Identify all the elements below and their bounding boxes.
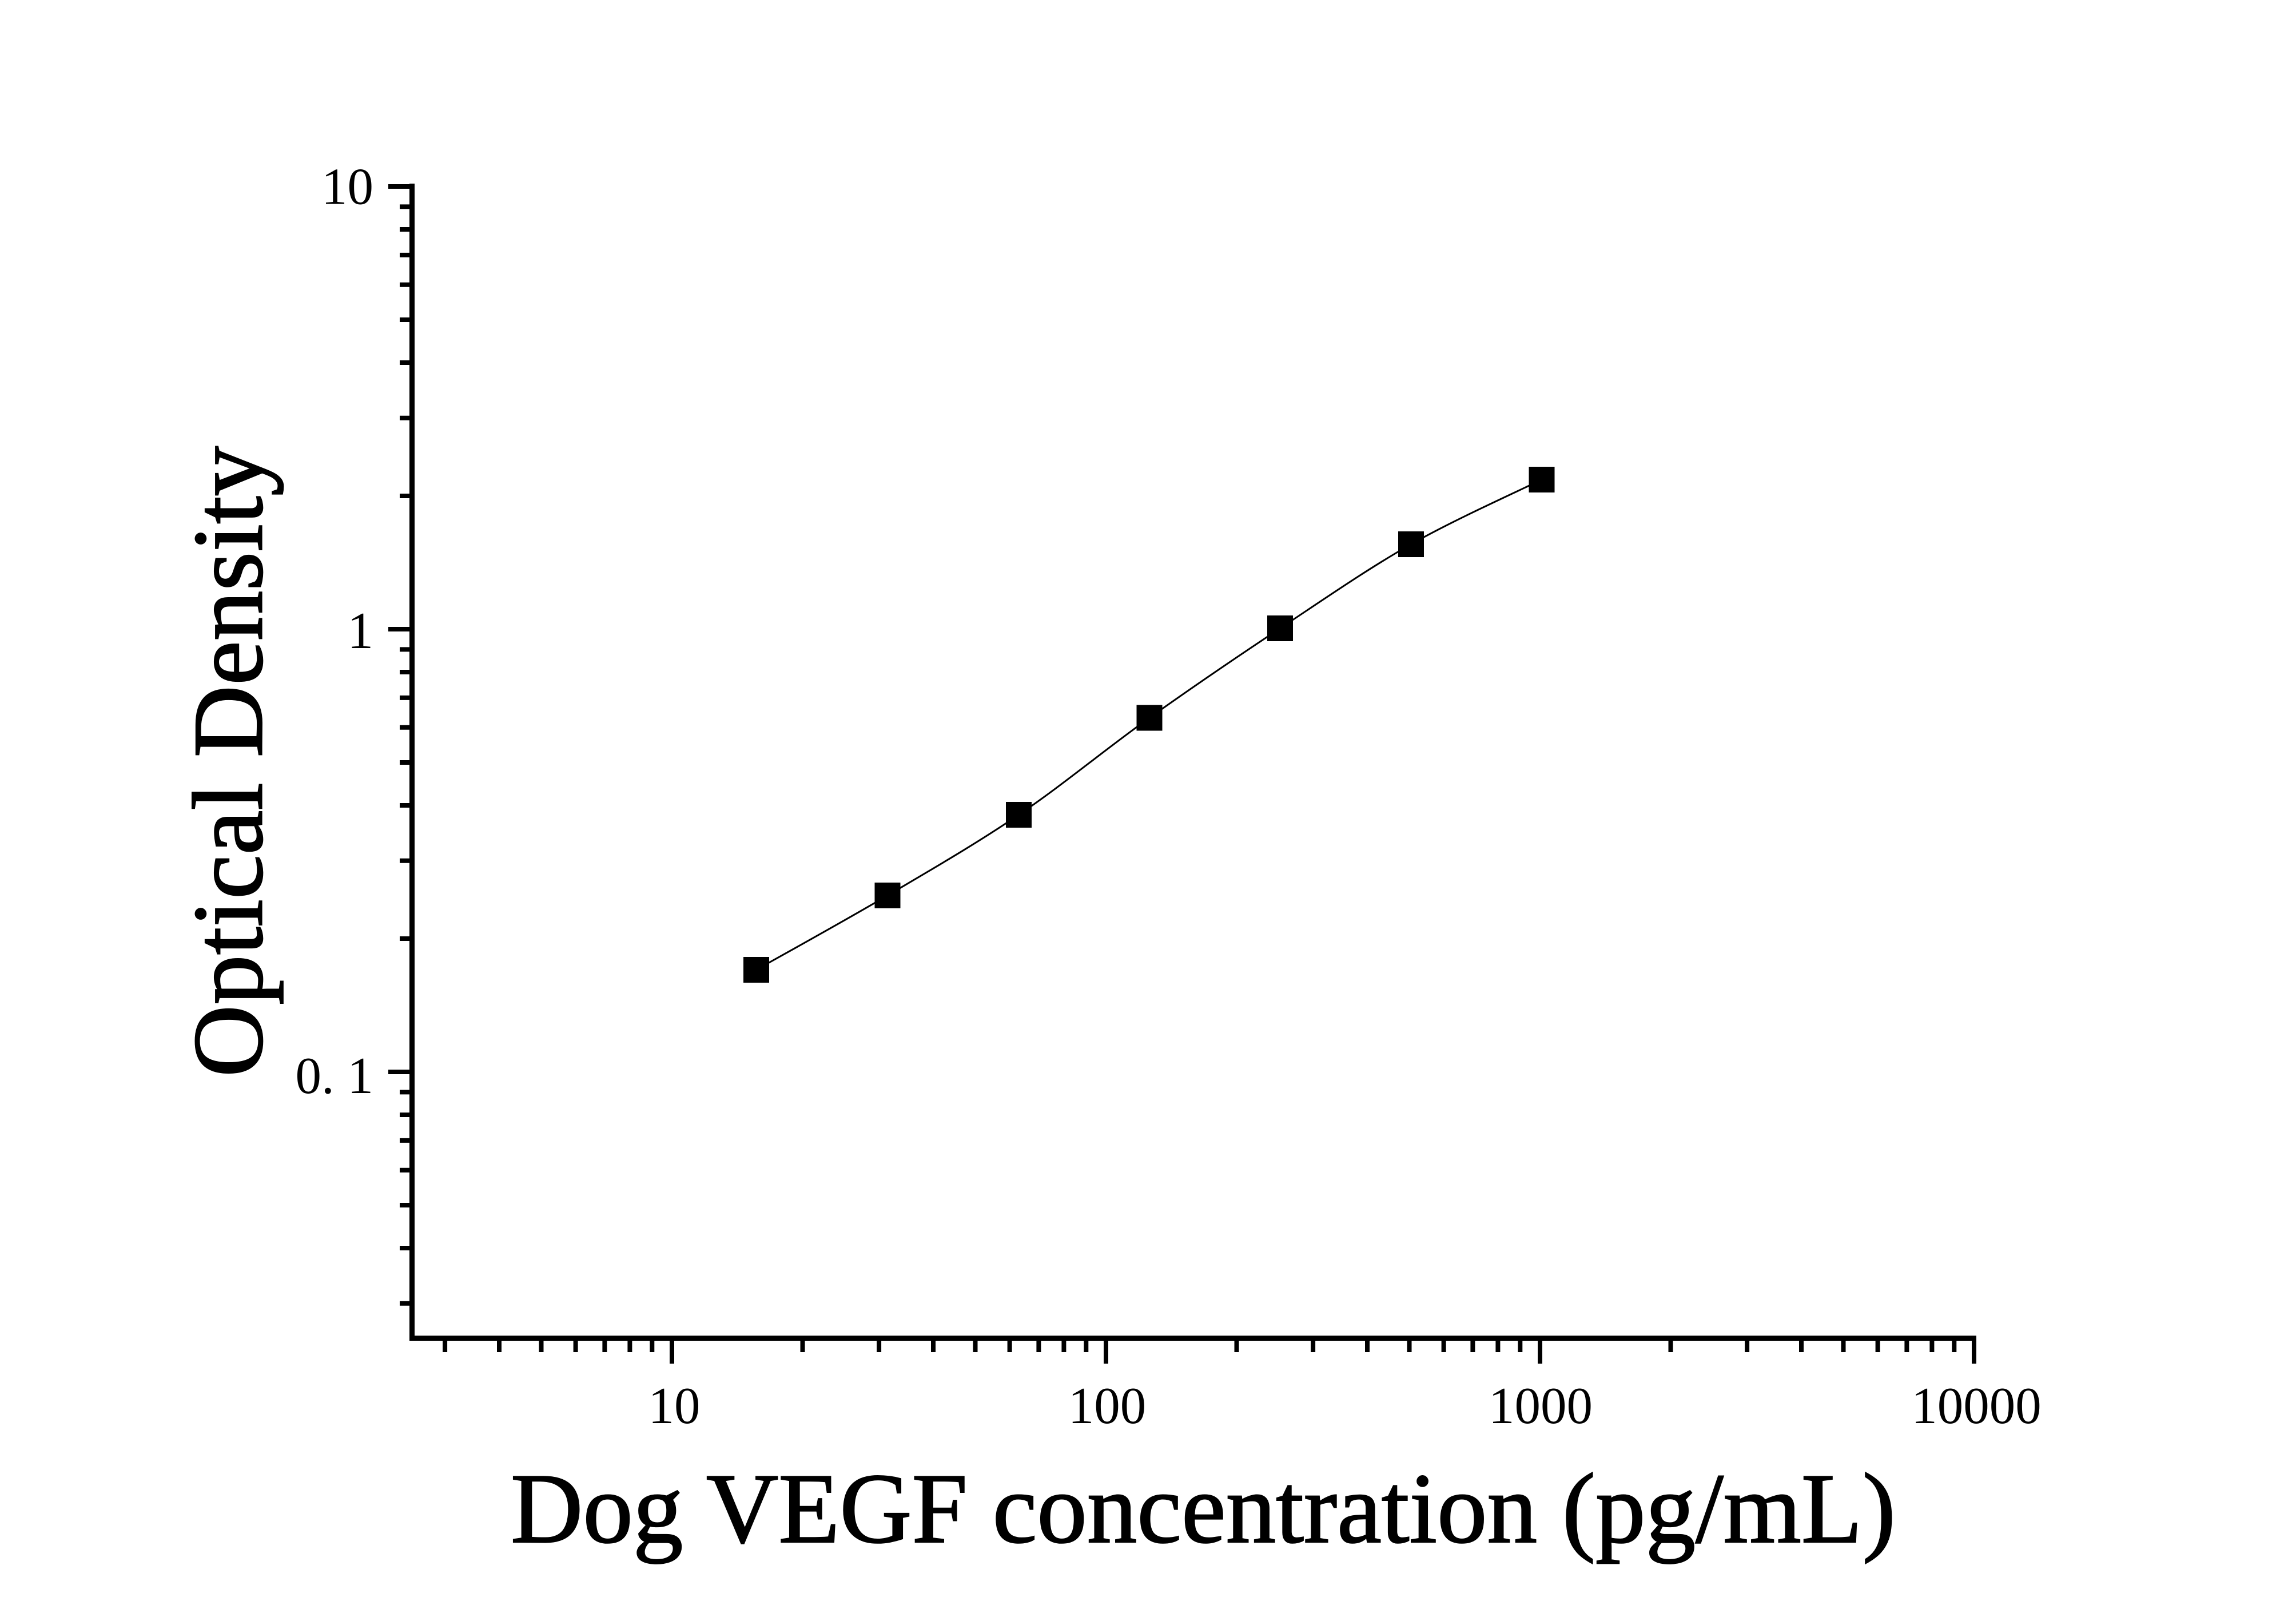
svg-text:0. 1: 0. 1	[296, 1047, 374, 1105]
svg-text:10: 10	[321, 158, 373, 216]
svg-text:1: 1	[348, 602, 374, 660]
svg-text:100: 100	[1068, 1377, 1147, 1435]
svg-text:1000: 1000	[1489, 1377, 1593, 1435]
svg-text:Dog VEGF concentration (pg/mL): Dog VEGF concentration (pg/mL)	[511, 1453, 1896, 1564]
svg-text:10000: 10000	[1911, 1377, 2042, 1435]
svg-text:10: 10	[648, 1377, 701, 1435]
svg-text:Optical Density: Optical Density	[173, 446, 284, 1077]
